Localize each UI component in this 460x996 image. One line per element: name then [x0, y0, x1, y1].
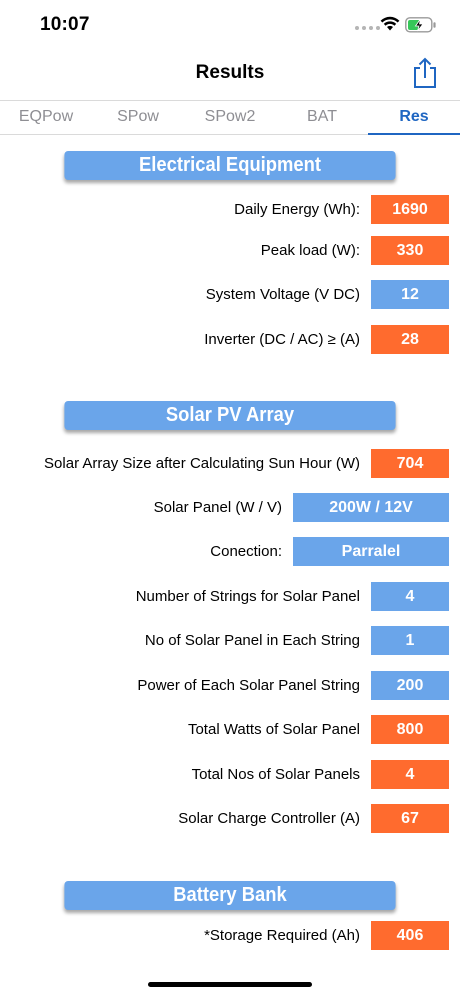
result-row-inverter: Inverter (DC / AC) ≥ (A) 28 [0, 325, 460, 355]
result-row-system-voltage: System Voltage (V DC) 12 [0, 280, 460, 310]
result-row-number-of-strings: Number of Strings for Solar Panel 4 [0, 582, 460, 612]
result-value: Parralel [293, 537, 449, 566]
result-label: *Storage Required (Ah) [204, 927, 360, 944]
section-header-solar-pv-array: Solar PV Array [64, 401, 396, 430]
result-value: 330 [371, 236, 449, 265]
result-row-total-watts: Total Watts of Solar Panel 800 [0, 715, 460, 745]
result-row-solar-array-size: Solar Array Size after Calculating Sun H… [0, 449, 460, 479]
result-label: Inverter (DC / AC) ≥ (A) [204, 331, 360, 348]
result-label: Power of Each Solar Panel String [137, 677, 360, 694]
result-row-solar-panel: Solar Panel (W / V) 200W / 12V [0, 493, 460, 523]
result-value: 12 [371, 280, 449, 309]
status-bar: 10:07 [0, 0, 460, 50]
result-label: Conection: [210, 543, 282, 560]
result-label: Solar Panel (W / V) [153, 499, 282, 516]
result-value: 1 [371, 626, 449, 655]
section-header-battery-bank: Battery Bank [64, 881, 396, 910]
result-label: Total Nos of Solar Panels [191, 766, 360, 783]
tab-eqpow[interactable]: EQPow [18, 108, 74, 125]
result-value: 800 [371, 715, 449, 744]
tab-res[interactable]: Res [368, 101, 460, 135]
result-label: Number of Strings for Solar Panel [135, 588, 360, 605]
result-value: 406 [371, 921, 449, 950]
result-value: 67 [371, 804, 449, 833]
result-row-connection: Conection: Parralel [0, 537, 460, 567]
result-label: System Voltage (V DC) [205, 286, 360, 303]
result-value: 4 [371, 760, 449, 789]
result-label: Peak load (W): [260, 242, 360, 259]
status-time: 10:07 [40, 14, 90, 35]
wifi-icon [380, 16, 400, 31]
result-label: Solar Array Size after Calculating Sun H… [44, 455, 360, 472]
battery-charging-icon [405, 17, 436, 33]
result-value: 200 [371, 671, 449, 700]
result-value: 704 [371, 449, 449, 478]
result-row-daily-energy: Daily Energy (Wh): 1690 [0, 195, 460, 225]
result-value: 200W / 12V [293, 493, 449, 522]
section-header-electrical-equipment: Electrical Equipment [64, 151, 396, 180]
result-row-charge-controller: Solar Charge Controller (A) 67 [0, 804, 460, 834]
home-indicator[interactable] [148, 982, 312, 987]
result-row-peak-load: Peak load (W): 330 [0, 236, 460, 266]
result-row-string-power: Power of Each Solar Panel String 200 [0, 671, 460, 701]
share-button[interactable] [410, 57, 440, 89]
share-icon [414, 57, 436, 88]
result-row-storage-required: *Storage Required (Ah) 406 [0, 921, 460, 951]
tab-bat[interactable]: BAT [307, 108, 337, 125]
result-label: No of Solar Panel in Each String [144, 632, 360, 649]
tab-bar: EQPow SPow SPow2 BAT Res [0, 100, 460, 135]
result-value: 28 [371, 325, 449, 354]
result-value: 4 [371, 582, 449, 611]
result-value: 1690 [371, 195, 449, 224]
tab-spow[interactable]: SPow [117, 108, 159, 125]
result-label: Total Watts of Solar Panel [187, 721, 360, 738]
result-row-panels-per-string: No of Solar Panel in Each String 1 [0, 626, 460, 656]
result-row-total-panels: Total Nos of Solar Panels 4 [0, 760, 460, 790]
result-label: Daily Energy (Wh): [234, 201, 360, 218]
cellular-signal-icon [355, 26, 380, 30]
page-title: Results [195, 62, 265, 83]
tab-spow2[interactable]: SPow2 [204, 108, 256, 125]
result-label: Solar Charge Controller (A) [178, 810, 360, 827]
